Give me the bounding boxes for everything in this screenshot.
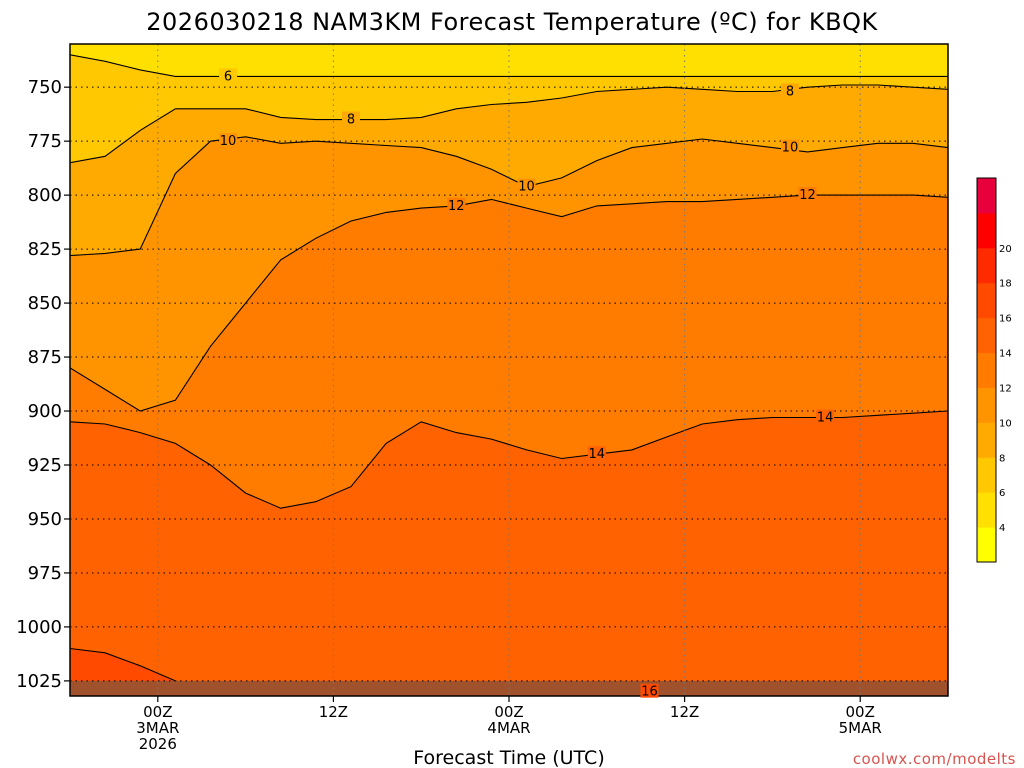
y-axis: 750 775 800 825 850 875 900 925 950 975 1000 1025	[16, 77, 70, 692]
colorbar-segment	[977, 317, 996, 354]
y-tick-label: 925	[28, 455, 62, 476]
x-tick-label: 12Z	[319, 703, 348, 721]
contour-labels: 6 8 8 10 10 10 12 12 14 14 16	[219, 68, 835, 700]
y-tick-label: 775	[28, 131, 62, 152]
contour-label-bg	[780, 139, 799, 154]
y-tick-label: 875	[28, 347, 62, 368]
x-tick-label: 4MAR	[487, 719, 530, 737]
colorbar-label: 16	[999, 314, 1012, 325]
x-tick-label: 5MAR	[839, 719, 882, 737]
contour-label-bg	[798, 187, 817, 202]
contour-label-bg	[447, 197, 466, 212]
contour-label: 14	[817, 410, 834, 425]
contour-label: 8	[786, 84, 794, 99]
colorbar-segment	[977, 352, 996, 388]
y-tick-label: 900	[28, 401, 62, 422]
contour-line-8	[70, 84, 948, 164]
contour-label: 16	[641, 685, 658, 700]
chart-title: 2026030218 NAM3KM Forecast Temperature (…	[146, 8, 878, 36]
contour-label: 6	[224, 69, 232, 84]
colorbar-label: 18	[999, 279, 1012, 290]
colorbar-segment	[977, 527, 996, 563]
y-tick-label: 850	[28, 293, 62, 314]
x-tick-label: 00Z	[143, 703, 172, 721]
colorbar-segment	[977, 212, 996, 249]
contour-label: 12	[799, 188, 816, 203]
y-tick-label: 950	[28, 509, 62, 530]
grid-lines	[70, 44, 948, 696]
colorbar-segment	[977, 282, 996, 319]
y-tick-label: 800	[28, 185, 62, 206]
contour-label: 8	[347, 113, 355, 128]
colorbar-frame	[976, 177, 997, 563]
colorbar-segment	[977, 457, 996, 493]
colorbar-segment	[977, 422, 996, 458]
x-tick-label: 3MAR	[136, 719, 179, 737]
contour-label-bg	[341, 111, 360, 126]
y-tick-label: 750	[28, 77, 62, 98]
contour-line-10	[70, 136, 948, 257]
contour-line-14	[70, 410, 948, 509]
colorbar-label: 20	[999, 244, 1012, 255]
colorbar-label: 8	[999, 453, 1005, 464]
contour-label-bg	[780, 83, 799, 98]
colorbar-segment	[977, 247, 996, 284]
contour-label: 10	[518, 179, 535, 194]
contour-label: 10	[782, 141, 799, 156]
colorbar-segment	[977, 387, 996, 423]
x-tick-label: 12Z	[670, 703, 699, 721]
x-tick-label: 2026	[139, 735, 177, 753]
contour-label-bg	[640, 683, 659, 698]
x-tick-label: 00Z	[846, 703, 875, 721]
colorbar-label: 10	[999, 418, 1012, 429]
y-tick-label: 825	[28, 239, 62, 260]
contour-label: 14	[589, 447, 606, 462]
contour-label: 10	[220, 134, 237, 149]
colorbar-label: 12	[999, 383, 1012, 394]
contour-label: 12	[448, 199, 465, 214]
x-axis-label: Forecast Time (UTC)	[413, 747, 604, 768]
contour-label-bg	[517, 178, 536, 193]
credit-link[interactable]: coolwx.com/modelts	[853, 750, 1016, 768]
colorbar-label: 4	[999, 523, 1005, 534]
colorbar: 4 6 8 10 12 14 16 18 20	[976, 177, 1012, 563]
y-tick-label: 1025	[16, 671, 62, 692]
contour-line-6	[70, 54, 948, 77]
y-tick-label: 1000	[16, 617, 62, 638]
colorbar-segment	[977, 178, 996, 214]
contour-label-bg	[219, 68, 238, 83]
colorbar-label: 14	[999, 349, 1012, 360]
contour-label-bg	[219, 133, 238, 148]
x-tick-label: 00Z	[494, 703, 523, 721]
contour-label-bg	[587, 446, 606, 461]
y-tick-label: 975	[28, 563, 62, 584]
contour-label-bg	[816, 409, 835, 424]
temp-band-14	[70, 411, 948, 696]
colorbar-segment	[977, 492, 996, 528]
colorbar-label: 6	[999, 488, 1005, 499]
